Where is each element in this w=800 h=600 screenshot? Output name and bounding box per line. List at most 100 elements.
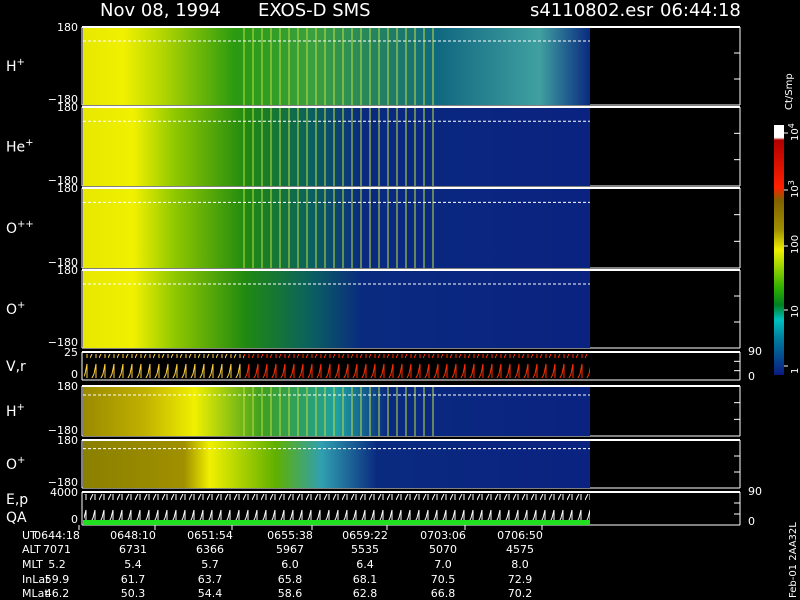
- date: Nov 08, 1994: [100, 0, 221, 21]
- file: s4110802.esr: [530, 0, 654, 21]
- colorbar: [774, 125, 784, 375]
- table-cell: 5535: [351, 543, 379, 556]
- panel-label-sup: +: [17, 402, 25, 413]
- panel-label: He+: [6, 138, 34, 156]
- table-cell: 5070: [429, 543, 457, 556]
- panel-label: H+: [6, 402, 25, 420]
- table-cell: 72.9: [508, 573, 533, 586]
- table-row-label: ALT: [22, 543, 41, 556]
- table-cell: 70.2: [508, 587, 533, 600]
- table-row-label: MLT: [22, 558, 43, 571]
- table-cell: 0651:54: [187, 529, 233, 542]
- spectrogram-texture: [240, 108, 440, 186]
- spectrogram-texture: [240, 28, 440, 105]
- y2-top-label: 90: [748, 485, 762, 498]
- table-cell: 0648:10: [110, 529, 156, 542]
- y-bottom-label: 0: [71, 513, 78, 526]
- y-top-label: 25: [64, 346, 78, 359]
- y2-bottom-label: 0: [748, 515, 755, 528]
- table-cell: 62.8: [353, 587, 378, 600]
- colorbar-tick-label: 103: [787, 180, 800, 198]
- panel-label: O++: [6, 219, 34, 237]
- colorbar-tick-exp: 3: [787, 180, 796, 185]
- colorbar-tick-exp: 4: [787, 123, 796, 128]
- table-cell: 6731: [119, 543, 147, 556]
- panel-label-text: O: [6, 457, 17, 473]
- table-cell: 5967: [276, 543, 304, 556]
- table-row-label: UT: [22, 529, 37, 542]
- y-bottom-label: 0: [71, 368, 78, 381]
- table-row-label: InLat: [22, 573, 50, 586]
- velocity-trace: [84, 354, 244, 378]
- velocity-trace: [244, 354, 590, 378]
- table-cell: 0659:22: [342, 529, 388, 542]
- table-cell: 4575: [506, 543, 534, 556]
- colorbar-tick-base: 10: [790, 128, 800, 141]
- y-bottom-label: −180: [48, 256, 78, 269]
- table-cell: 7.0: [434, 558, 452, 571]
- spectrogram: [83, 441, 590, 488]
- panel-label: E,p: [6, 492, 28, 508]
- colorbar-tick-label: 100: [790, 235, 800, 254]
- colorbar-tick-label: 104: [787, 123, 800, 141]
- panel-label: O+: [6, 455, 25, 473]
- y-top-label: 180: [57, 380, 78, 393]
- panel-label-text: He: [6, 140, 25, 156]
- y-top-label: 180: [57, 264, 78, 277]
- panel-label: QA: [6, 510, 27, 526]
- table-cell: 61.7: [121, 573, 146, 586]
- table-cell: 59.9: [45, 573, 70, 586]
- y-bottom-label: −180: [48, 336, 78, 349]
- panel-label-sup: +: [17, 455, 25, 466]
- y-top-label: 180: [57, 182, 78, 195]
- table-cell: 66.8: [431, 587, 456, 600]
- panel-label-sup: +: [17, 57, 25, 68]
- footer: Feb-01 2AA32L: [788, 522, 799, 598]
- colorbar-tick-base: 10: [790, 185, 800, 198]
- table-cell: 5.4: [124, 558, 142, 571]
- panel-label: H+: [6, 57, 25, 75]
- table-cell: 0703:06: [420, 529, 466, 542]
- panel-label-text: O: [6, 302, 17, 318]
- table-cell: 54.4: [198, 587, 223, 600]
- qa-bar: [83, 520, 590, 525]
- y-bottom-label: −180: [48, 476, 78, 489]
- spectrogram: [83, 271, 590, 348]
- panel-label: O+: [6, 300, 25, 318]
- table-cell: 6.4: [356, 558, 374, 571]
- table-cell: 65.8: [278, 573, 303, 586]
- colorbar-unit: Ct/Smp: [784, 73, 795, 110]
- y-top-label: 4000: [50, 486, 78, 499]
- y-top-label: 180: [57, 101, 78, 114]
- table-cell: 46.2: [45, 587, 70, 600]
- table-cell: 0706:50: [497, 529, 543, 542]
- panel-label-sup: +: [25, 138, 33, 149]
- table-cell: 63.7: [198, 573, 223, 586]
- panel-label-text: H: [6, 59, 17, 75]
- instrument: EXOS-D SMS: [258, 0, 371, 21]
- colorbar-tick-label: 1: [790, 368, 800, 374]
- table-cell: 5.7: [201, 558, 219, 571]
- time: 06:44:18: [660, 0, 741, 21]
- table-cell: 70.5: [431, 573, 456, 586]
- y-bottom-label: −180: [48, 424, 78, 437]
- table-cell: 68.1: [353, 573, 378, 586]
- table-cell: 0644:18: [34, 529, 80, 542]
- y2-top-label: 90: [748, 345, 762, 358]
- panel-label-sup: +: [17, 300, 25, 311]
- y-bottom-label: −180: [48, 93, 78, 106]
- panel-label: V,r: [6, 359, 26, 375]
- panel-label-text: O: [6, 221, 17, 237]
- panel-label-text: V,r: [6, 359, 26, 375]
- spectrogram-texture: [240, 189, 440, 268]
- energy-trace: [84, 494, 590, 521]
- y-top-label: 180: [57, 434, 78, 447]
- table-cell: 7071: [43, 543, 71, 556]
- panels: 180−180H+180−180He+180−180O++180−180O+25…: [6, 21, 762, 528]
- table-cell: 58.6: [278, 587, 303, 600]
- colorbar-tick-label: 10: [790, 305, 800, 318]
- table-row-label: MLat: [22, 587, 49, 600]
